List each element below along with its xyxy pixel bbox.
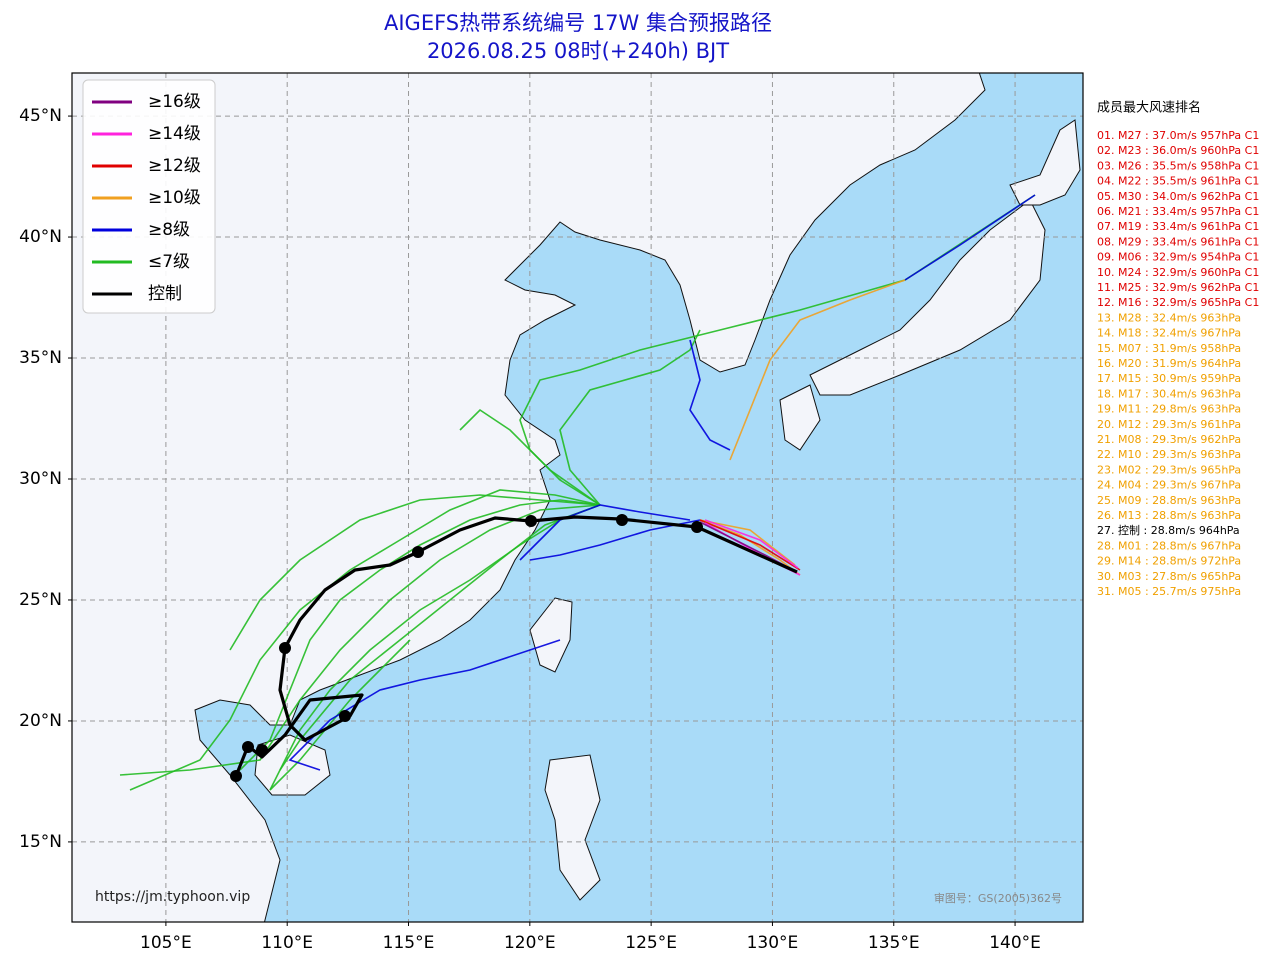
ranking-entry: 06. M21 : 33.4m/s 957hPa C1	[1097, 205, 1259, 218]
ranking-entry: 12. M16 : 32.9m/s 965hPa C1	[1097, 296, 1259, 309]
control-track	[234, 515, 798, 777]
member-track	[559, 329, 701, 506]
title: AIGEFS热带系统编号 17W 集合预报路径	[384, 11, 772, 35]
control-point	[339, 710, 351, 722]
member-track	[904, 194, 1036, 281]
ranking-title: 成员最大风速排名	[1097, 100, 1201, 116]
ranking-entry: 23. M02 : 29.3m/s 965hPa	[1097, 463, 1241, 476]
lon-tick-label: 140°E	[989, 933, 1041, 953]
lat-tick-label: 20°N	[19, 711, 62, 731]
ranking-entry: 20. M12 : 29.3m/s 961hPa	[1097, 418, 1241, 431]
ranking-entry: 11. M25 : 32.9m/s 962hPa C1	[1097, 281, 1259, 294]
member-track	[288, 639, 561, 771]
ranking-entry: 24. M04 : 29.3m/s 967hPa	[1097, 479, 1241, 492]
member-track	[729, 279, 906, 461]
lat-tick-label: 25°N	[19, 590, 62, 610]
lon-tick-label: 110°E	[261, 933, 313, 953]
ranking-entry: 26. M13 : 28.8m/s 963hPa	[1097, 509, 1241, 522]
member-track	[519, 504, 691, 561]
ranking-entry: 10. M24 : 32.9m/s 960hPa C1	[1097, 266, 1259, 279]
control-point	[256, 744, 268, 756]
member-track	[699, 519, 796, 566]
lat-tick-label: 45°N	[19, 106, 62, 126]
lon-tick-label: 130°E	[747, 933, 799, 953]
legend-label: ≥12级	[148, 156, 201, 176]
member-track	[229, 494, 601, 651]
legend-label: 控制	[148, 284, 182, 304]
ranking-entry: 04. M22 : 35.5m/s 961hPa C1	[1097, 175, 1259, 188]
member-track	[269, 639, 411, 791]
lat-tick-label: 35°N	[19, 348, 62, 368]
ranking-entry: 30. M03 : 27.8m/s 965hPa	[1097, 570, 1241, 583]
lat-tick-label: 15°N	[19, 832, 62, 852]
subtitle: 2026.08.25 08时(+240h) BJT	[427, 39, 729, 63]
control-point	[691, 521, 703, 533]
approval-number: 审图号：GS(2005)362号	[934, 891, 1062, 905]
control-point	[412, 546, 424, 558]
member-track	[704, 519, 799, 569]
control-point	[242, 741, 254, 753]
ranking-entry: 01. M27 : 37.0m/s 957hPa C1	[1097, 129, 1259, 142]
land	[72, 73, 1081, 922]
control-point	[279, 642, 291, 654]
ranking-entry: 21. M08 : 29.3m/s 962hPa	[1097, 433, 1241, 446]
legend-label: ≥16级	[148, 92, 201, 112]
ranking-entry: 16. M20 : 31.9m/s 964hPa	[1097, 357, 1241, 370]
map-frame	[71, 72, 1084, 923]
ranking-entry: 22. M10 : 29.3m/s 963hPa	[1097, 448, 1241, 461]
control-point	[616, 514, 628, 526]
lat-tick-label: 30°N	[19, 469, 62, 489]
legend-label: ≤7级	[148, 252, 190, 272]
ranking-entry: 05. M30 : 34.0m/s 962hPa C1	[1097, 190, 1259, 203]
control-point	[525, 515, 537, 527]
ranking-entry: 15. M07 : 31.9m/s 958hPa	[1097, 342, 1241, 355]
ranking-entry: 25. M09 : 28.8m/s 963hPa	[1097, 494, 1241, 507]
ranking-entry: 28. M01 : 28.8m/s 967hPa	[1097, 539, 1241, 552]
source-url: https://jm.typhoon.vip	[95, 889, 250, 905]
member-track	[699, 519, 801, 571]
member-track	[529, 519, 701, 561]
legend-label: ≥14级	[148, 124, 201, 144]
ranking-entry: 07. M19 : 33.4m/s 961hPa C1	[1097, 220, 1259, 233]
legend-label: ≥10级	[148, 188, 201, 208]
lon-tick-label: 105°E	[140, 933, 192, 953]
control-point	[230, 770, 242, 782]
ranking-entry: 14. M18 : 32.4m/s 967hPa	[1097, 327, 1241, 340]
ranking-entry: 18. M17 : 30.4m/s 963hPa	[1097, 387, 1241, 400]
ranking-entry: 03. M26 : 35.5m/s 958hPa C1	[1097, 159, 1259, 172]
lon-tick-label: 115°E	[383, 933, 435, 953]
ranking-entry: 02. M23 : 36.0m/s 960hPa C1	[1097, 144, 1259, 157]
ranking-entry: 08. M29 : 33.4m/s 961hPa C1	[1097, 235, 1259, 248]
lon-tick-label: 120°E	[504, 933, 556, 953]
member-track	[269, 504, 601, 791]
member-track	[459, 408, 601, 506]
ranking-entry: 31. M05 : 25.7m/s 975hPa	[1097, 585, 1241, 598]
legend-label: ≥8级	[148, 220, 190, 240]
ranking-entry: 27. 控制 : 28.8m/s 964hPa	[1097, 523, 1240, 537]
lon-tick-label: 135°E	[868, 933, 920, 953]
lon-tick-label: 125°E	[625, 933, 677, 953]
member-track	[279, 504, 601, 771]
lat-tick-label: 40°N	[19, 227, 62, 247]
member-track	[689, 339, 731, 451]
legend-box	[82, 79, 216, 314]
ranking-entry: 09. M06 : 32.9m/s 954hPa C1	[1097, 251, 1259, 264]
ranking-entry: 13. M28 : 32.4m/s 963hPa	[1097, 311, 1241, 324]
ranking-entry: 19. M11 : 29.8m/s 963hPa	[1097, 403, 1241, 416]
member-track	[129, 489, 601, 791]
ranking-entry: 29. M14 : 28.8m/s 972hPa	[1097, 555, 1241, 568]
ranking-entry: 17. M15 : 30.9m/s 959hPa	[1097, 372, 1241, 385]
